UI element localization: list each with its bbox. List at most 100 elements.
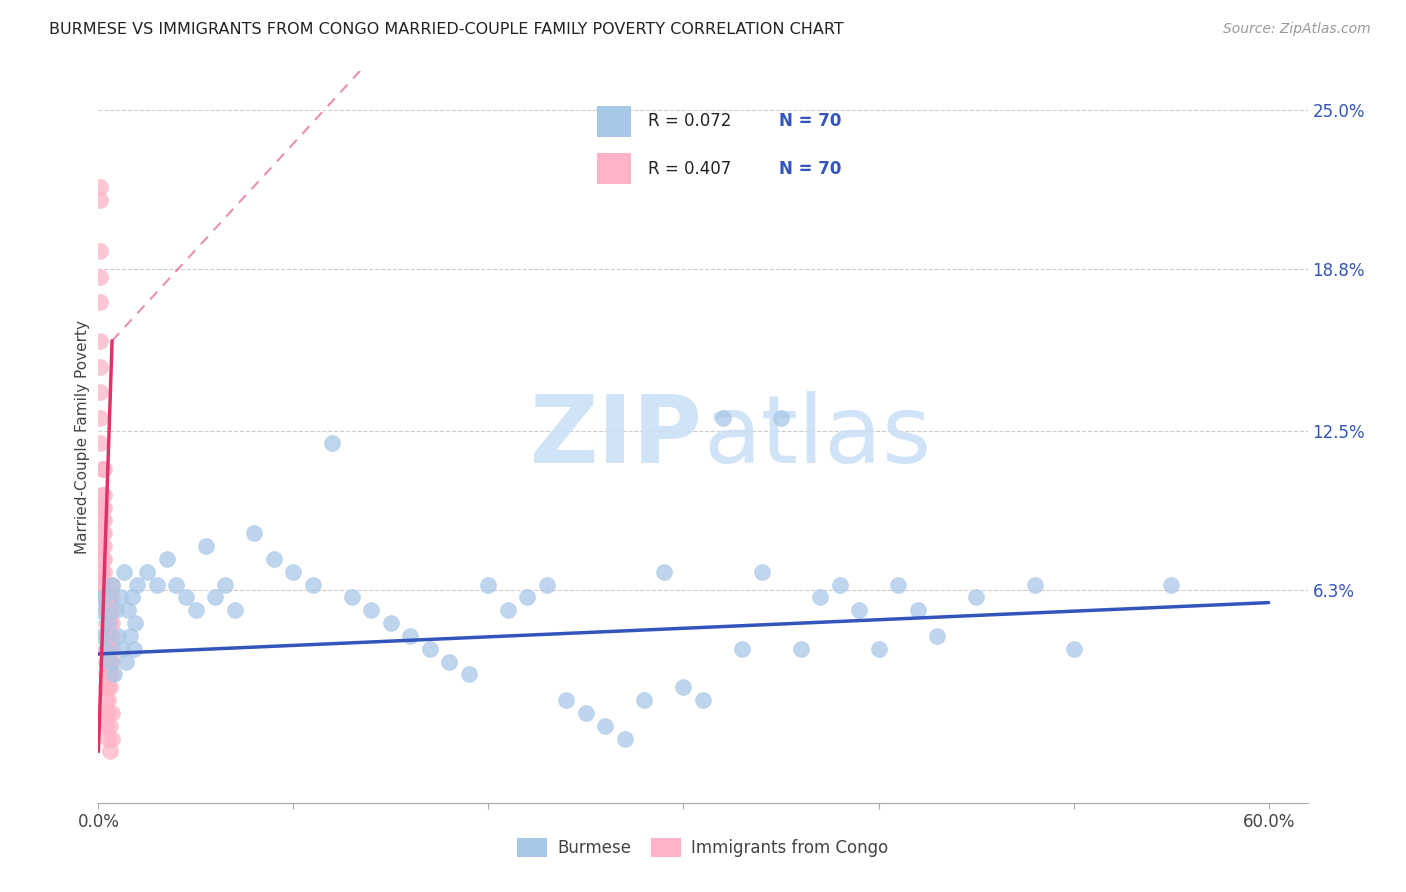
Point [93, 552, 115, 566]
Point [263, 552, 285, 566]
Point [224, 603, 246, 617]
Point [595, 719, 617, 733]
Point [97, 667, 120, 681]
Y-axis label: Married-Couple Family Poverty: Married-Couple Family Poverty [75, 320, 90, 554]
Point [101, 603, 124, 617]
Text: atlas: atlas [703, 391, 931, 483]
Point [156, 552, 179, 566]
Point [204, 591, 226, 605]
Point [124, 616, 146, 631]
Point [672, 681, 695, 695]
Point [127, 577, 149, 591]
Point [96, 667, 118, 681]
Point [101, 641, 124, 656]
Point [575, 706, 598, 720]
Text: R = 0.407: R = 0.407 [648, 160, 731, 178]
Point [97, 693, 120, 707]
Point [439, 655, 461, 669]
Point [103, 667, 125, 681]
Point [96, 693, 118, 707]
Point [614, 731, 637, 746]
Point [536, 577, 558, 591]
Point [1063, 641, 1085, 656]
Point [93, 591, 115, 605]
Point [907, 603, 929, 617]
Point [1024, 577, 1046, 591]
Point [101, 629, 124, 643]
Point [93, 539, 115, 553]
Point [97, 616, 120, 631]
Point [399, 629, 422, 643]
Point [808, 591, 831, 605]
Point [121, 591, 143, 605]
Point [96, 641, 118, 656]
Point [97, 616, 120, 631]
Point [101, 706, 124, 720]
Point [458, 667, 481, 681]
Point [98, 629, 121, 643]
Point [868, 641, 890, 656]
Point [111, 641, 134, 656]
Point [91, 591, 114, 605]
Point [93, 462, 115, 476]
Point [887, 577, 910, 591]
Text: ZIP: ZIP [530, 391, 703, 483]
Legend: Burmese, Immigrants from Congo: Burmese, Immigrants from Congo [510, 831, 896, 864]
Point [184, 603, 207, 617]
Point [214, 577, 236, 591]
Point [97, 706, 120, 720]
Point [828, 577, 851, 591]
Point [789, 641, 811, 656]
Point [652, 565, 675, 579]
Point [848, 603, 870, 617]
Point [91, 565, 114, 579]
Point [89, 295, 111, 310]
Point [89, 193, 111, 207]
Point [93, 577, 115, 591]
Point [194, 539, 217, 553]
Point [114, 655, 136, 669]
Point [101, 616, 124, 631]
Point [91, 462, 114, 476]
Point [731, 641, 754, 656]
Point [633, 693, 655, 707]
Point [101, 731, 124, 746]
Point [97, 641, 120, 656]
Text: N = 70: N = 70 [779, 160, 842, 178]
Point [769, 410, 792, 425]
Point [98, 655, 121, 669]
Point [108, 591, 131, 605]
Point [711, 410, 734, 425]
Point [89, 385, 111, 400]
Point [98, 616, 121, 631]
Point [477, 577, 499, 591]
Point [1160, 577, 1182, 591]
Point [118, 629, 141, 643]
Point [91, 526, 114, 541]
Point [496, 603, 519, 617]
Point [360, 603, 382, 617]
Point [96, 681, 118, 695]
Point [98, 655, 121, 669]
Point [321, 436, 343, 450]
Point [96, 655, 118, 669]
Point [89, 179, 111, 194]
Point [925, 629, 948, 643]
Point [555, 693, 578, 707]
Point [165, 577, 187, 591]
Point [104, 603, 127, 617]
Point [98, 667, 121, 681]
Point [98, 719, 121, 733]
Point [96, 616, 118, 631]
Point [146, 577, 169, 591]
Point [96, 629, 118, 643]
Point [89, 603, 111, 617]
Text: N = 70: N = 70 [779, 112, 842, 130]
Point [96, 719, 118, 733]
Point [89, 436, 111, 450]
Point [93, 591, 115, 605]
Point [174, 591, 197, 605]
Point [97, 655, 120, 669]
Point [93, 526, 115, 541]
Point [302, 577, 325, 591]
